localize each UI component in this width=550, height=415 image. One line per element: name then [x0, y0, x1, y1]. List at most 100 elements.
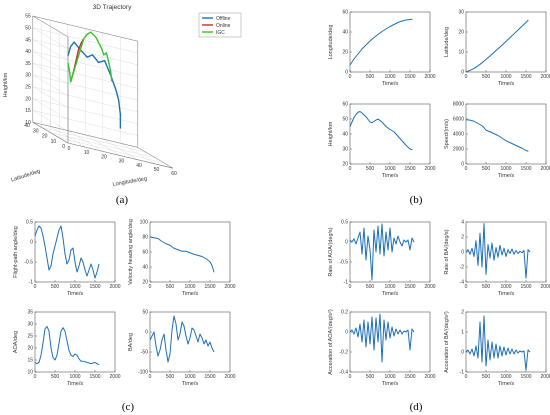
x-tick-label: 1500	[404, 166, 415, 172]
panel-c2-series-line	[149, 236, 215, 273]
x-tick-label: 1000	[69, 284, 80, 290]
wall-edge-line	[32, 15, 69, 38]
y-tick-label: 20	[342, 50, 348, 56]
x-tick-label: 20	[101, 154, 107, 160]
y-tick-label: 60	[342, 102, 348, 108]
side-wall-grid-line	[32, 39, 69, 61]
z-tick-label: 55	[25, 14, 31, 20]
x-tick-label: 0	[149, 284, 152, 290]
x-tick-label: 500	[366, 284, 375, 290]
z-tick-label: 50	[25, 26, 31, 32]
y-tick-label: 2	[461, 310, 464, 316]
panel-b3-ylabel: Height/km	[328, 121, 334, 146]
x-tick-label: 1000	[500, 74, 511, 80]
panel-c4-series-line	[149, 315, 215, 363]
legend-label: IGC	[216, 30, 225, 36]
x-tick-label: 500	[51, 284, 60, 290]
x-tick-label: 2000	[540, 74, 550, 80]
y-tick-label: -0.4	[339, 370, 348, 376]
y-tick-label: 0	[345, 330, 348, 336]
series-line-offline	[67, 41, 122, 129]
x-tick-label: 2000	[424, 374, 435, 380]
y-tick-label: 2	[461, 235, 464, 241]
x-tick-label: 1500	[520, 166, 531, 172]
y-tick-label: 30	[342, 147, 348, 153]
panel-b4-series-line	[465, 119, 529, 152]
panel-b4-xlabel: Time/s	[498, 173, 515, 179]
floor-edge-line	[32, 121, 138, 148]
x-tick-label: 1000	[500, 374, 511, 380]
panel-c1: 0 500 1000 1500 2000 -1 -0.5 0 0.5 Time/s Flight-p…	[13, 220, 121, 297]
z-tick-label: 30	[25, 73, 31, 79]
x-tick-label: 500	[482, 284, 491, 290]
y-tick-label: 0	[461, 70, 464, 76]
panel-b4: 0 500 1000 1500 2000 0 2000 4000 6000 8000 Time/s S…	[444, 102, 550, 179]
back-wall-grid-line	[32, 86, 138, 113]
x-tick-label: 2000	[424, 166, 435, 172]
y-tick-label: 50	[142, 310, 148, 316]
panel-b1-xlabel: Time/s	[382, 81, 399, 87]
panel-c4-xlabel: Time/s	[182, 381, 199, 387]
x-tick-label: 500	[366, 374, 375, 380]
back-wall-grid-line	[32, 63, 138, 89]
x-tick-label: 1500	[520, 284, 531, 290]
x-tick-label: 0	[465, 374, 468, 380]
y-tick-label: 60	[142, 250, 148, 256]
y-tick-label: 100	[140, 220, 149, 226]
panel-d2: 0 500 1000 1500 2000 -4 -2 0 2 4 Time/s Rate of BA/…	[444, 220, 550, 297]
z-tick-label: 20	[25, 96, 31, 102]
series-line-igc	[67, 31, 113, 83]
x-tick-label: 2000	[540, 374, 550, 380]
x-tick-label: 500	[366, 166, 375, 172]
panel-a-3d-axes	[32, 15, 174, 169]
panel-c3-xlabel: Time/s	[67, 381, 84, 387]
caption-d: (d)	[410, 401, 423, 413]
panel-c1-frame	[34, 221, 116, 283]
wall-edge-line	[32, 15, 138, 42]
y-tick-label: 0.5	[26, 220, 33, 226]
y-tick-label: -1	[460, 370, 465, 376]
y-tick-label: 0	[461, 350, 464, 356]
x-tick-label: 0	[465, 284, 468, 290]
x-tick-label: 0	[34, 284, 37, 290]
y-tick-label: -1	[29, 280, 34, 286]
panel-a-3d-trajectory: 3D Trajectory 01020304050600102030401015…	[3, 4, 242, 188]
z-tick-label: 35	[25, 61, 31, 67]
y-tick-label: 40	[142, 265, 148, 271]
y-tick-label: 0	[345, 70, 348, 76]
y-tick-label: -0.2	[339, 350, 348, 356]
x-tick-label: 0	[68, 146, 71, 152]
x-tick-label: 1500	[404, 284, 415, 290]
panel-d4-xlabel: Time/s	[498, 381, 515, 387]
side-wall-grid-line	[32, 98, 69, 120]
x-tick-label: 1500	[404, 74, 415, 80]
panel-b2-ylabel: Latitude/deg	[444, 27, 450, 57]
caption-c: (c)	[122, 401, 135, 413]
y-tick-label: -0.5	[339, 260, 348, 266]
panel-a-series-lines	[67, 31, 122, 129]
panel-c2-xlabel: Time/s	[182, 291, 199, 297]
x-tick-label: 2000	[540, 166, 550, 172]
panel-a-zlabel: Height/km	[3, 72, 9, 97]
y-axis-line	[32, 121, 69, 144]
panel-b3-series-line	[349, 111, 413, 151]
x-tick-label: 500	[482, 166, 491, 172]
x-tick-label: 1000	[384, 74, 395, 80]
x-tick-label: 2000	[424, 74, 435, 80]
z-tick-label: 45	[25, 37, 31, 43]
x-tick-label: 1000	[500, 284, 511, 290]
panel-d2-frame	[465, 221, 547, 283]
y-tick-label: -50	[141, 350, 148, 356]
panel-c1-series-line	[34, 225, 100, 279]
z-tick-label: 40	[25, 49, 31, 55]
y-tick-label: 60	[342, 10, 348, 16]
back-wall-grid-line	[32, 51, 138, 77]
panel-c4: 0 500 1000 1500 2000 -100 -50 0 50 Time/s BA/deg	[128, 310, 236, 387]
panel-b3-xlabel: Time/s	[382, 173, 399, 179]
floor-edge-line	[137, 147, 174, 169]
y-tick-label: 20	[342, 162, 348, 168]
z-tick-label: 15	[25, 108, 31, 114]
panel-b2-xlabel: Time/s	[498, 81, 515, 87]
y-tick-label: 40	[342, 132, 348, 138]
